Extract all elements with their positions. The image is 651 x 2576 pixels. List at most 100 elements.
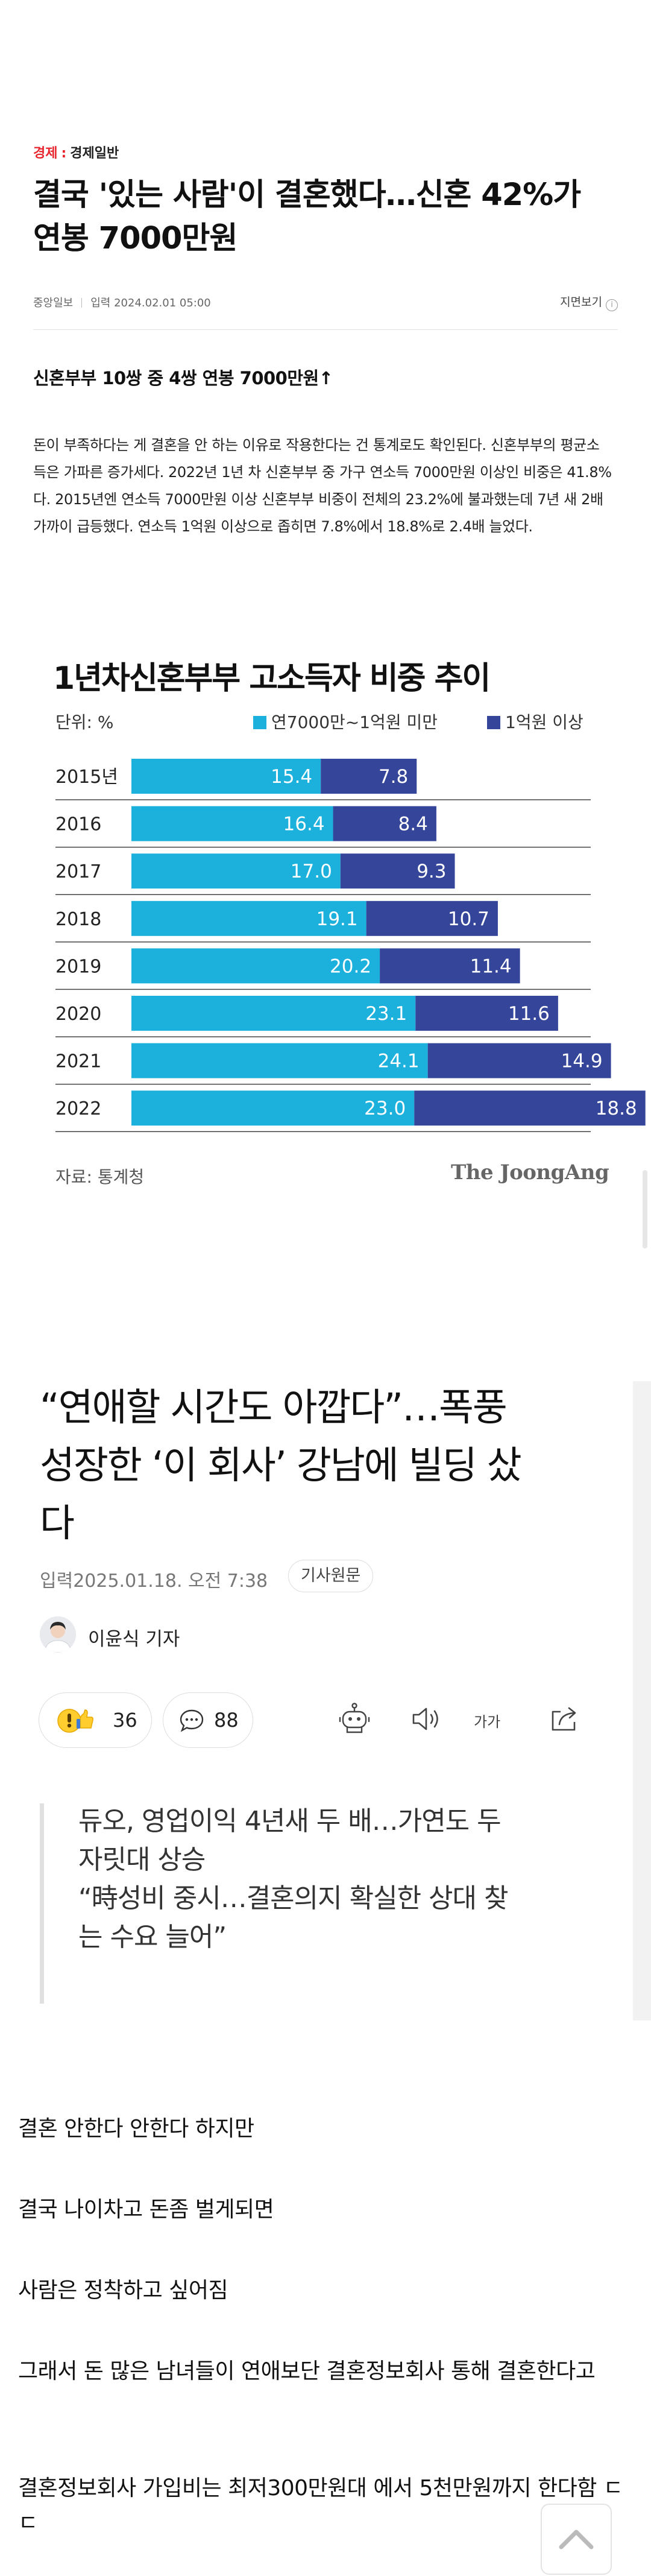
category-label: 2018 [55,909,101,930]
data-label: 19.1 [316,908,358,930]
data-label: 15.4 [271,766,312,788]
comment-count: 88 [214,1709,239,1732]
article-title-2: “연애할 시간도 아깝다”…폭풍 성장한 ‘이 회사’ 강남에 빌딩 샀 다 [40,1379,600,1552]
bar-segment-high-income [340,853,455,889]
publisher: 중앙일보 [33,297,74,309]
bar-segment-mid-income [131,759,321,794]
bar-segment-high-income [333,806,436,841]
side-gutter [633,1381,651,2021]
category-label: 2021 [55,1051,101,1072]
data-label: 11.6 [508,1003,550,1025]
chevron-up-icon [559,2530,594,2549]
data-label: 11.4 [470,955,512,977]
legend-item-mid-income: 연7000만~1억원 미만 [253,709,438,733]
data-label: 18.8 [596,1098,637,1119]
avatar-image [40,1616,76,1653]
comment-button[interactable]: 88 [163,1692,253,1748]
bar-segment-high-income [380,948,520,984]
like-count: 36 [113,1709,137,1732]
data-label: 24.1 [378,1051,420,1072]
divider [33,329,618,330]
data-label: 7.8 [379,766,408,788]
reporter-avatar[interactable] [40,1616,76,1653]
stacked-bar-chart: 2015년 15.4 7.8 2016 16.4 8.4 2017 17.0 9.3 2018 19… [55,759,646,1132]
chart-title: 1년차신혼부부 고소득자 비중 추이 [53,660,491,697]
data-label: 16.4 [283,814,325,835]
data-label: 23.0 [364,1098,406,1119]
section-separator: : [61,146,67,161]
article-subhead: 신혼부부 10쌍 중 4쌍 연봉 7000만원↑ [33,368,333,388]
reporter-name[interactable]: 이윤식 기자 [88,1628,180,1650]
title-line: “연애할 시간도 아깝다”…폭풍 [40,1385,508,1429]
font-size-button[interactable]: 가가 [474,1702,508,1736]
legend-item-high-income: 1억원 이상 [487,709,583,733]
chart-unit: 단위: % [55,712,114,732]
category-label: 2016 [55,814,101,835]
data-label: 14.9 [561,1051,603,1072]
speaker-icon[interactable] [409,1702,442,1736]
article-meta: 중앙일보 입력 2024.02.01 05:00 [33,294,211,310]
info-icon: i [606,299,618,311]
subsection-label[interactable]: 경제일반 [70,146,119,161]
bar-segment-high-income [321,759,417,794]
bar-segment-high-income [366,900,498,936]
bar-segment-high-income [415,996,558,1031]
font-size-label: 가가 [474,1714,501,1730]
comment-icon [180,1709,204,1732]
reaction-button[interactable]: 36 [39,1692,152,1748]
section-label[interactable]: 경제 [33,146,58,161]
post-paragraph: 결혼 안한다 안한다 하지만 [18,2116,254,2141]
legend-swatch [253,716,266,729]
bar-segment-mid-income [131,1043,428,1078]
legend-swatch [487,716,500,729]
post-paragraph: 사람은 정착하고 싶어짐 [18,2278,228,2303]
share-icon[interactable] [547,1702,581,1736]
data-label: 8.4 [398,814,428,835]
quote-line: “時성비 중시…결혼의지 확실한 상대 찾 [78,1883,508,1914]
category-label: 2019 [55,956,101,977]
category-label: 2017 [55,861,101,882]
article-body: 돈이 부족하다는 게 결혼을 안 하는 이유로 작용한다는 건 통계로도 확인된… [33,437,612,535]
scrollbar-thumb[interactable] [643,1170,647,1248]
chart-source: 자료: 통계청 [55,1167,145,1187]
quote-line: 자릿대 상승 [78,1844,206,1875]
legend-label: 연7000만~1억원 미만 [271,712,438,732]
bar-segment-mid-income [131,806,333,841]
data-label: 23.1 [365,1003,407,1025]
article-summary-quote: 듀오, 영업이익 4년새 두 배…가연도 두 자릿대 상승 “時성비 중시…결혼… [78,1802,573,1957]
data-label: 20.2 [330,955,371,977]
data-label: 9.3 [417,861,446,882]
title-line: 성장한 ‘이 회사’ 강남에 빌딩 샀 [40,1443,522,1487]
print-view-button[interactable]: 지면보기 i [560,293,618,311]
publish-date: 입력 2024.02.01 05:00 [90,297,211,309]
original-article-button[interactable]: 기사원문 [288,1560,374,1592]
bar-segment-mid-income [131,996,416,1031]
summary-bot-icon[interactable] [338,1702,371,1736]
article-title: 결국 '있는 사람'이 결혼했다…신혼 42%가 연봉 7000만원 [33,177,581,256]
data-label: 10.7 [448,908,489,930]
meta-divider [81,298,83,308]
quote-bar [40,1803,44,2004]
category-label: 2015년 [55,767,118,788]
quote-line: 는 수요 늘어” [78,1922,227,1952]
emoji-reaction-icon [57,1709,93,1733]
data-label: 17.0 [291,861,332,882]
post-paragraph: 결국 나이차고 돈좀 벌게되면 [18,2197,274,2222]
quote-line: 듀오, 영업이익 4년새 두 배…가연도 두 [78,1806,502,1837]
post-paragraph: 결혼정보회사 가입비는 최저300만원대 에서 5천만원까지 한다함 ㄷㄷ [18,2476,623,2536]
post-paragraph: 그래서 돈 많은 남녀들이 연애보단 결혼정보회사 통해 결혼한다고 [18,2359,596,2384]
bar-segment-mid-income [131,853,341,889]
scroll-top-button[interactable] [541,2504,612,2575]
print-view-label: 지면보기 [560,296,602,309]
bar-segment-mid-income [131,900,366,936]
legend-label: 1억원 이상 [505,712,583,732]
category-label: 2022 [55,1098,101,1119]
publisher-logo: The JoongAng [451,1160,609,1185]
title-line: 다 [40,1501,75,1545]
bar-segment-mid-income [131,948,380,984]
bar-segment-high-income [427,1043,611,1078]
bar-segment-mid-income [131,1090,415,1126]
publish-date-2: 입력2025.01.18. 오전 7:38 [40,1571,268,1592]
article-section[interactable]: 경제: 경제일반 [33,142,119,162]
bar-segment-high-income [414,1090,646,1126]
